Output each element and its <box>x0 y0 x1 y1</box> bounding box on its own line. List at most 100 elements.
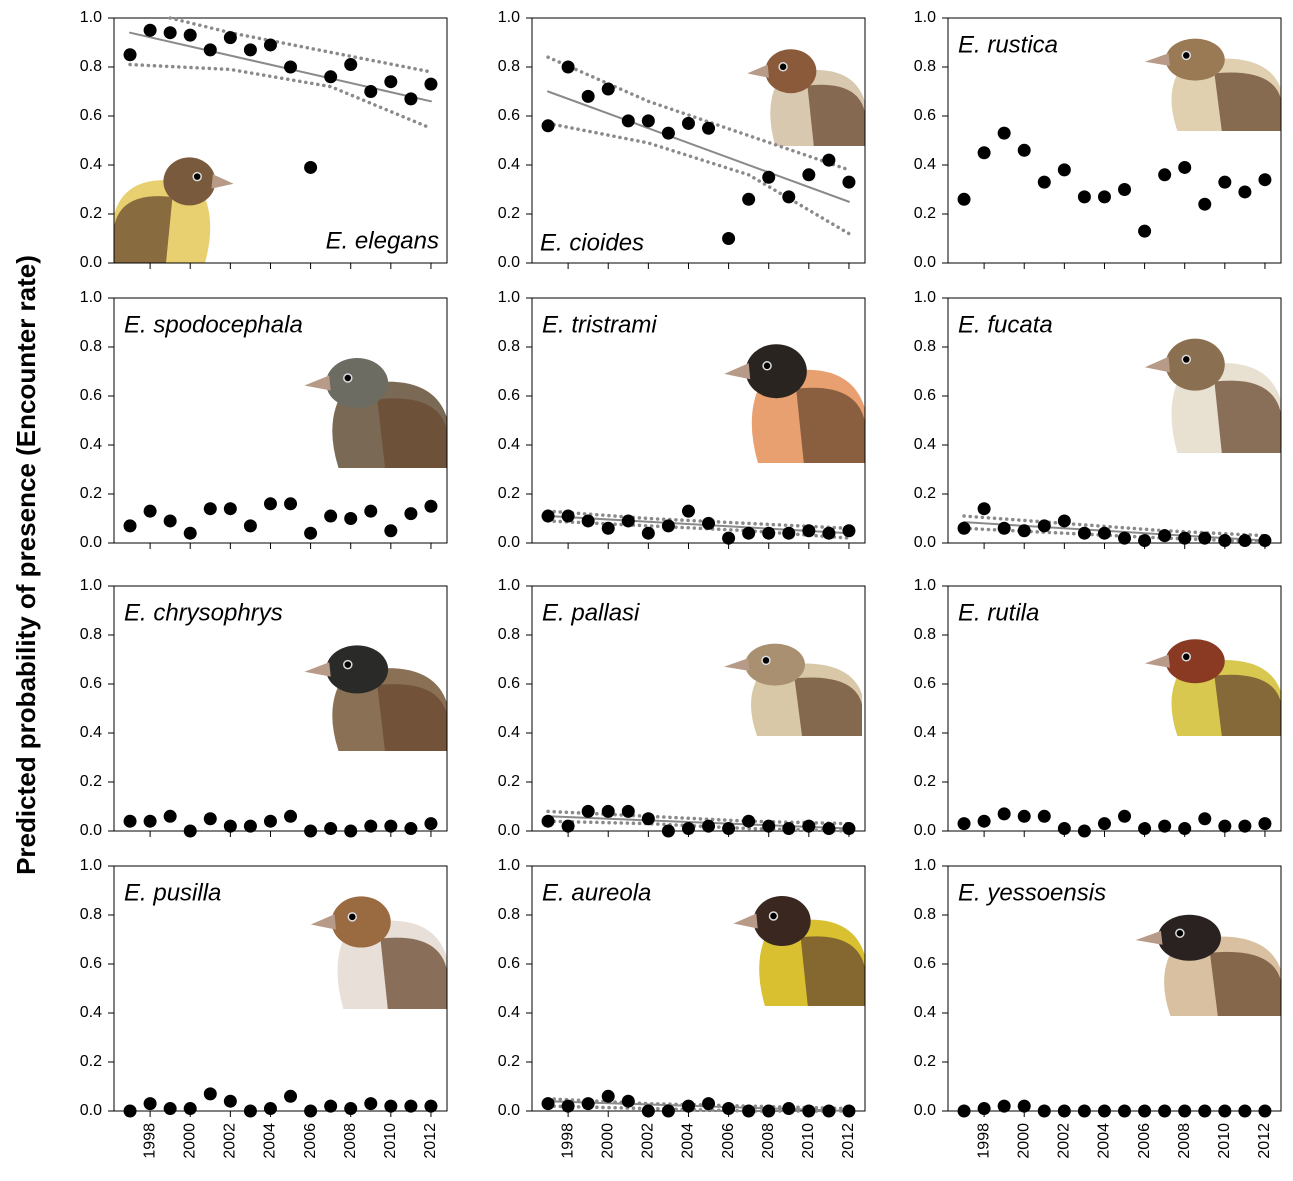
y-tick-label: 0.6 <box>914 955 936 972</box>
data-point <box>424 78 437 91</box>
y-tick-label: 0.8 <box>498 58 520 75</box>
bird-illustration <box>1145 639 1281 736</box>
y-tick-label: 0.0 <box>914 254 936 271</box>
bird-eye <box>762 656 770 664</box>
panel: 0.00.20.40.60.81.0E. fucata <box>914 289 1281 551</box>
x-tick-label: 2002 <box>1056 1123 1073 1159</box>
data-point <box>582 514 595 527</box>
bird-eye <box>769 912 777 920</box>
x-tick-label: 2008 <box>760 1123 777 1159</box>
y-axis-label: Predicted probability of presence (Encou… <box>11 255 41 875</box>
y-tick-label: 1.0 <box>80 9 102 26</box>
data-point <box>662 1105 675 1118</box>
data-point <box>224 502 237 515</box>
data-point <box>562 61 575 74</box>
data-point <box>722 1102 735 1115</box>
y-tick-label: 0.0 <box>498 1102 520 1119</box>
data-point <box>958 1105 971 1118</box>
data-point <box>404 507 417 520</box>
data-point <box>622 1095 635 1108</box>
panel-title: E. tristrami <box>542 311 657 338</box>
data-point <box>204 43 217 56</box>
data-point <box>1198 1105 1211 1118</box>
data-point <box>1018 144 1031 157</box>
data-point <box>1118 532 1131 545</box>
data-point <box>284 1090 297 1103</box>
data-point <box>602 805 615 818</box>
data-point <box>1198 532 1211 545</box>
y-tick-label: 0.4 <box>80 1004 102 1021</box>
data-point <box>742 1105 755 1118</box>
data-point <box>542 119 555 132</box>
data-point <box>998 127 1011 140</box>
data-point <box>364 505 377 518</box>
data-point <box>1038 519 1051 532</box>
data-point <box>164 810 177 823</box>
data-point <box>562 510 575 523</box>
data-point <box>722 232 735 245</box>
y-tick-label: 0.6 <box>498 675 520 692</box>
panel: 0.00.20.40.60.81.01998200020022004200620… <box>80 857 447 1158</box>
data-point <box>542 510 555 523</box>
bird-head <box>1166 639 1225 683</box>
data-point <box>284 497 297 510</box>
y-tick-label: 0.0 <box>498 534 520 551</box>
data-point <box>424 1100 437 1113</box>
x-tick-label: 1998 <box>141 1123 158 1159</box>
data-point <box>424 500 437 513</box>
confidence-band <box>130 65 431 129</box>
data-point <box>364 85 377 98</box>
data-point <box>682 1100 695 1113</box>
bird-eye <box>344 661 352 669</box>
data-point <box>224 820 237 833</box>
bird-beak <box>212 174 234 188</box>
data-point <box>184 29 197 42</box>
y-tick-label: 0.2 <box>80 773 102 790</box>
data-point <box>124 48 137 61</box>
x-tick-label: 2006 <box>302 1123 319 1159</box>
x-tick-label: 2000 <box>181 1123 198 1159</box>
panel-title: E. rutila <box>958 599 1039 626</box>
y-tick-label: 0.6 <box>80 387 102 404</box>
x-tick-label: 2008 <box>342 1123 359 1159</box>
fit-line <box>130 33 431 102</box>
data-point <box>1258 817 1271 830</box>
y-tick-label: 0.0 <box>498 822 520 839</box>
data-point <box>204 502 217 515</box>
data-point <box>662 519 675 532</box>
bird-head <box>753 896 810 946</box>
y-tick-label: 0.0 <box>80 534 102 551</box>
panel-title: E. rustica <box>958 31 1058 58</box>
data-point <box>682 822 695 835</box>
panel-title: E. cioides <box>540 229 644 256</box>
y-tick-label: 0.4 <box>498 436 520 453</box>
data-point <box>184 825 197 838</box>
bird-illustration <box>724 344 865 463</box>
data-point <box>344 1102 357 1115</box>
data-point <box>404 92 417 105</box>
y-tick-label: 0.6 <box>80 955 102 972</box>
y-tick-label: 0.6 <box>498 955 520 972</box>
data-point <box>602 1090 615 1103</box>
data-point <box>1198 198 1211 211</box>
data-point <box>1178 161 1191 174</box>
x-tick-label: 2004 <box>680 1123 697 1159</box>
x-tick-label: 2006 <box>720 1123 737 1159</box>
data-point <box>384 1100 397 1113</box>
data-point <box>224 31 237 44</box>
bird-head <box>1158 915 1221 961</box>
data-point <box>842 822 855 835</box>
panel-title: E. fucata <box>958 311 1053 338</box>
data-point <box>958 522 971 535</box>
bird-eye <box>193 173 201 181</box>
data-point <box>1038 176 1051 189</box>
data-point <box>1038 1105 1051 1118</box>
data-point <box>622 114 635 127</box>
data-point <box>742 527 755 540</box>
data-point <box>1018 524 1031 537</box>
bird-beak <box>304 376 330 391</box>
data-point <box>1018 810 1031 823</box>
bird-eye <box>1182 355 1190 363</box>
data-point <box>958 817 971 830</box>
y-tick-label: 0.0 <box>914 822 936 839</box>
